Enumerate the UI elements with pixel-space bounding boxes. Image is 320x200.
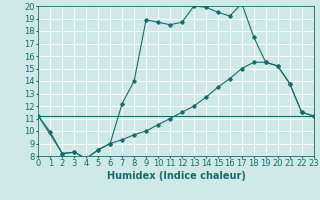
X-axis label: Humidex (Indice chaleur): Humidex (Indice chaleur) <box>107 171 245 181</box>
